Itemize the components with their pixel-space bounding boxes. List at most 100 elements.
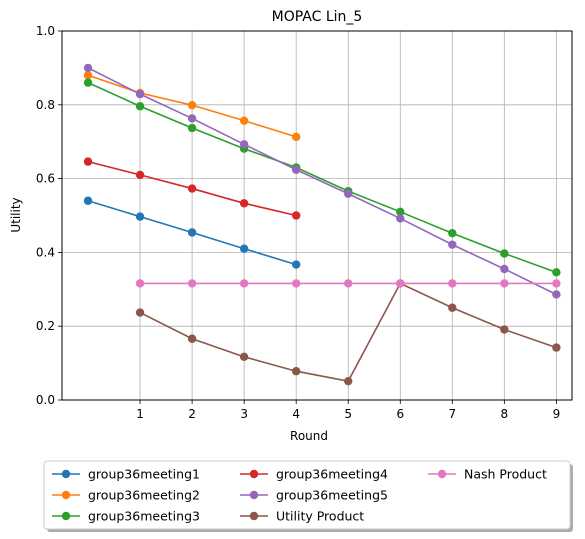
y-tick-label: 0.6 [36, 172, 55, 186]
data-point [291, 260, 301, 269]
legend-label: group36meeting1 [88, 467, 200, 482]
data-point [135, 170, 145, 180]
legend-entry: group36meeting1 [52, 467, 200, 482]
y-axis-label: Utility [9, 197, 23, 232]
data-point [83, 71, 93, 80]
data-point [83, 78, 93, 87]
legend-frame [43, 460, 571, 530]
data-point [239, 352, 249, 362]
x-axis-label: Round [290, 429, 328, 443]
data-point [187, 123, 197, 133]
legend-entry: group36meeting4 [240, 467, 388, 482]
data-point [83, 63, 93, 73]
data-point [187, 279, 197, 288]
series-line [87, 81, 557, 274]
legend-marker [61, 469, 71, 479]
x-tick-label: 5 [344, 407, 352, 421]
legend-label: group36meeting3 [88, 509, 200, 524]
legend-entry: Utility Product [240, 509, 364, 524]
legend-marker [249, 469, 259, 479]
plot-frame [61, 30, 573, 401]
legend-label: group36meeting2 [88, 488, 200, 503]
data-point [552, 279, 561, 288]
legend-marker [61, 490, 71, 500]
legend-marker [437, 469, 447, 479]
y-tick-label: 0.2 [36, 319, 55, 333]
x-tick-label: 1 [136, 407, 144, 421]
data-point [500, 249, 509, 258]
data-point [187, 228, 197, 237]
data-point [500, 279, 509, 288]
data-point [135, 279, 145, 288]
legend-label: group36meeting4 [276, 467, 388, 482]
data-point [396, 214, 405, 223]
y-tick-label: 0.4 [36, 245, 55, 259]
data-point [552, 268, 561, 277]
legend-entry: group36meeting5 [240, 488, 388, 503]
legend: group36meeting1 group36meeting2 group36mee… [43, 460, 573, 532]
data-point [291, 367, 301, 376]
x-tick-label: 8 [501, 407, 509, 421]
data-point [448, 229, 457, 238]
legend-entry: Nash Product [428, 467, 547, 482]
y-tick-label: 1.0 [36, 24, 55, 38]
data-point [83, 157, 93, 166]
series-Nash Product [135, 279, 561, 288]
data-point [135, 89, 145, 99]
data-point [135, 212, 145, 221]
data-point [291, 279, 301, 288]
legend-marker [249, 511, 259, 521]
legend-marker [61, 511, 71, 521]
data-point [500, 264, 509, 274]
data-point [291, 132, 301, 142]
x-tick-label: 4 [292, 407, 300, 421]
data-point [239, 244, 249, 253]
series-line [87, 67, 557, 296]
data-point [83, 196, 93, 205]
data-point [135, 102, 145, 111]
data-point [187, 100, 197, 110]
data-point [239, 279, 249, 288]
data-point [187, 114, 197, 123]
data-point [448, 303, 457, 312]
data-point [187, 334, 197, 343]
data-point [500, 325, 509, 334]
x-tick-label: 9 [553, 407, 561, 421]
data-point [552, 343, 561, 352]
data-point [396, 279, 405, 288]
data-point [344, 376, 353, 386]
data-point [291, 165, 301, 174]
x-tick-label: 7 [448, 407, 456, 421]
series-group36meeting5 [83, 63, 561, 299]
ticks: 1 2 3 4 5 6 7 8 9 0.0 0.2 0.4 0.6 0.8 1.0 [36, 24, 560, 421]
y-tick-label: 0.0 [36, 393, 55, 407]
data-point [344, 279, 353, 288]
data-point [552, 290, 561, 299]
series-group [83, 63, 561, 386]
data-point [344, 189, 353, 198]
series-group36meeting4 [83, 157, 301, 220]
data-point [448, 279, 457, 288]
chart-title: MOPAC Lin_5 [272, 9, 363, 25]
legend-label: Utility Product [276, 509, 364, 524]
x-tick-label: 6 [396, 407, 404, 421]
legend-label: Nash Product [464, 467, 547, 482]
data-point [239, 199, 249, 208]
series-group36meeting3 [83, 78, 561, 277]
legend-entry: group36meeting2 [52, 488, 200, 503]
data-point [396, 207, 405, 217]
data-point [135, 308, 145, 317]
legend-entry: group36meeting3 [52, 509, 200, 524]
y-tick-label: 0.8 [36, 98, 55, 112]
data-point [187, 184, 197, 193]
legend-marker [249, 490, 259, 500]
data-point [291, 211, 301, 220]
x-tick-label: 2 [188, 407, 196, 421]
data-point [239, 140, 249, 149]
series-group36meeting1 [83, 196, 301, 269]
data-point [239, 116, 249, 125]
legend-label: group36meeting5 [276, 488, 388, 503]
data-point [448, 240, 457, 249]
